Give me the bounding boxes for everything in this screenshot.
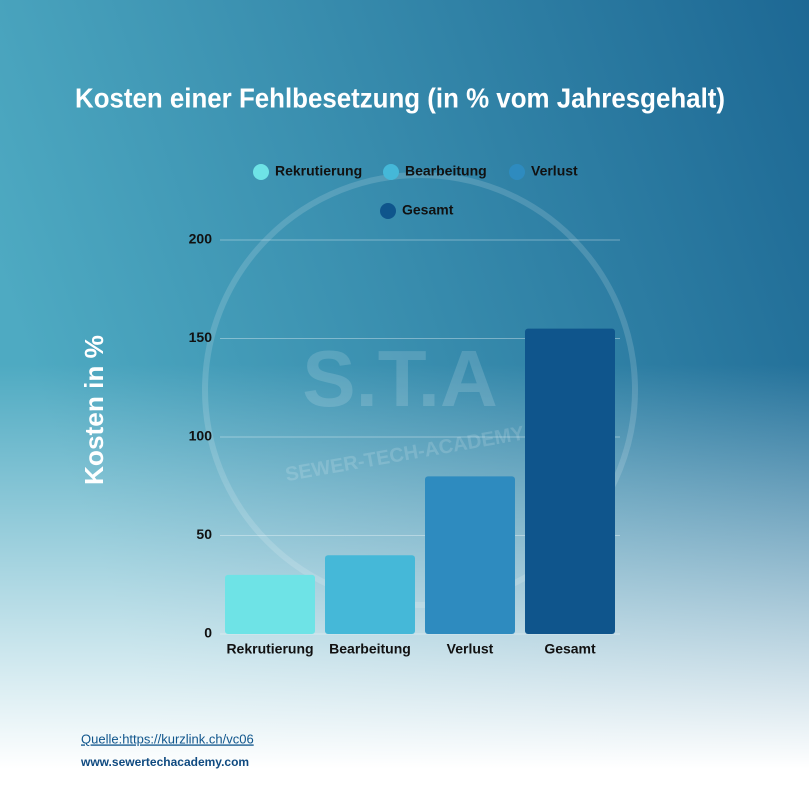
legend-marker	[509, 164, 525, 180]
watermark-ring	[202, 172, 638, 608]
bar	[425, 476, 515, 634]
x-tick-label: Gesamt	[544, 641, 596, 657]
x-tick-label: Verlust	[447, 641, 494, 657]
bar	[325, 555, 415, 634]
y-tick-label: 200	[189, 231, 213, 247]
legend-marker	[383, 164, 399, 180]
y-tick-label: 0	[204, 625, 212, 641]
watermark-text: S.T.A	[302, 334, 498, 423]
x-tick-label: Bearbeitung	[329, 641, 411, 657]
y-tick-label: 150	[189, 329, 213, 345]
y-tick-label: 100	[189, 428, 213, 444]
legend-marker	[380, 203, 396, 219]
website[interactable]: www.sewertechacademy.com	[80, 755, 249, 769]
y-tick-label: 50	[196, 526, 212, 542]
chart-title: Kosten einer Fehlbesetzung (in % vom Jah…	[75, 82, 725, 113]
legend-marker	[253, 164, 269, 180]
y-axis-title: Kosten in %	[79, 335, 109, 485]
bar	[225, 574, 315, 634]
source[interactable]: Quelle:https://kurzlink.ch/vc06	[81, 731, 254, 746]
bar	[525, 328, 615, 634]
legend-label: Verlust	[531, 163, 578, 179]
legend-label: Gesamt	[402, 202, 454, 218]
legend-label: Rekrutierung	[275, 163, 362, 179]
x-tick-label: Rekrutierung	[226, 641, 313, 657]
legend-label: Bearbeitung	[405, 163, 487, 179]
